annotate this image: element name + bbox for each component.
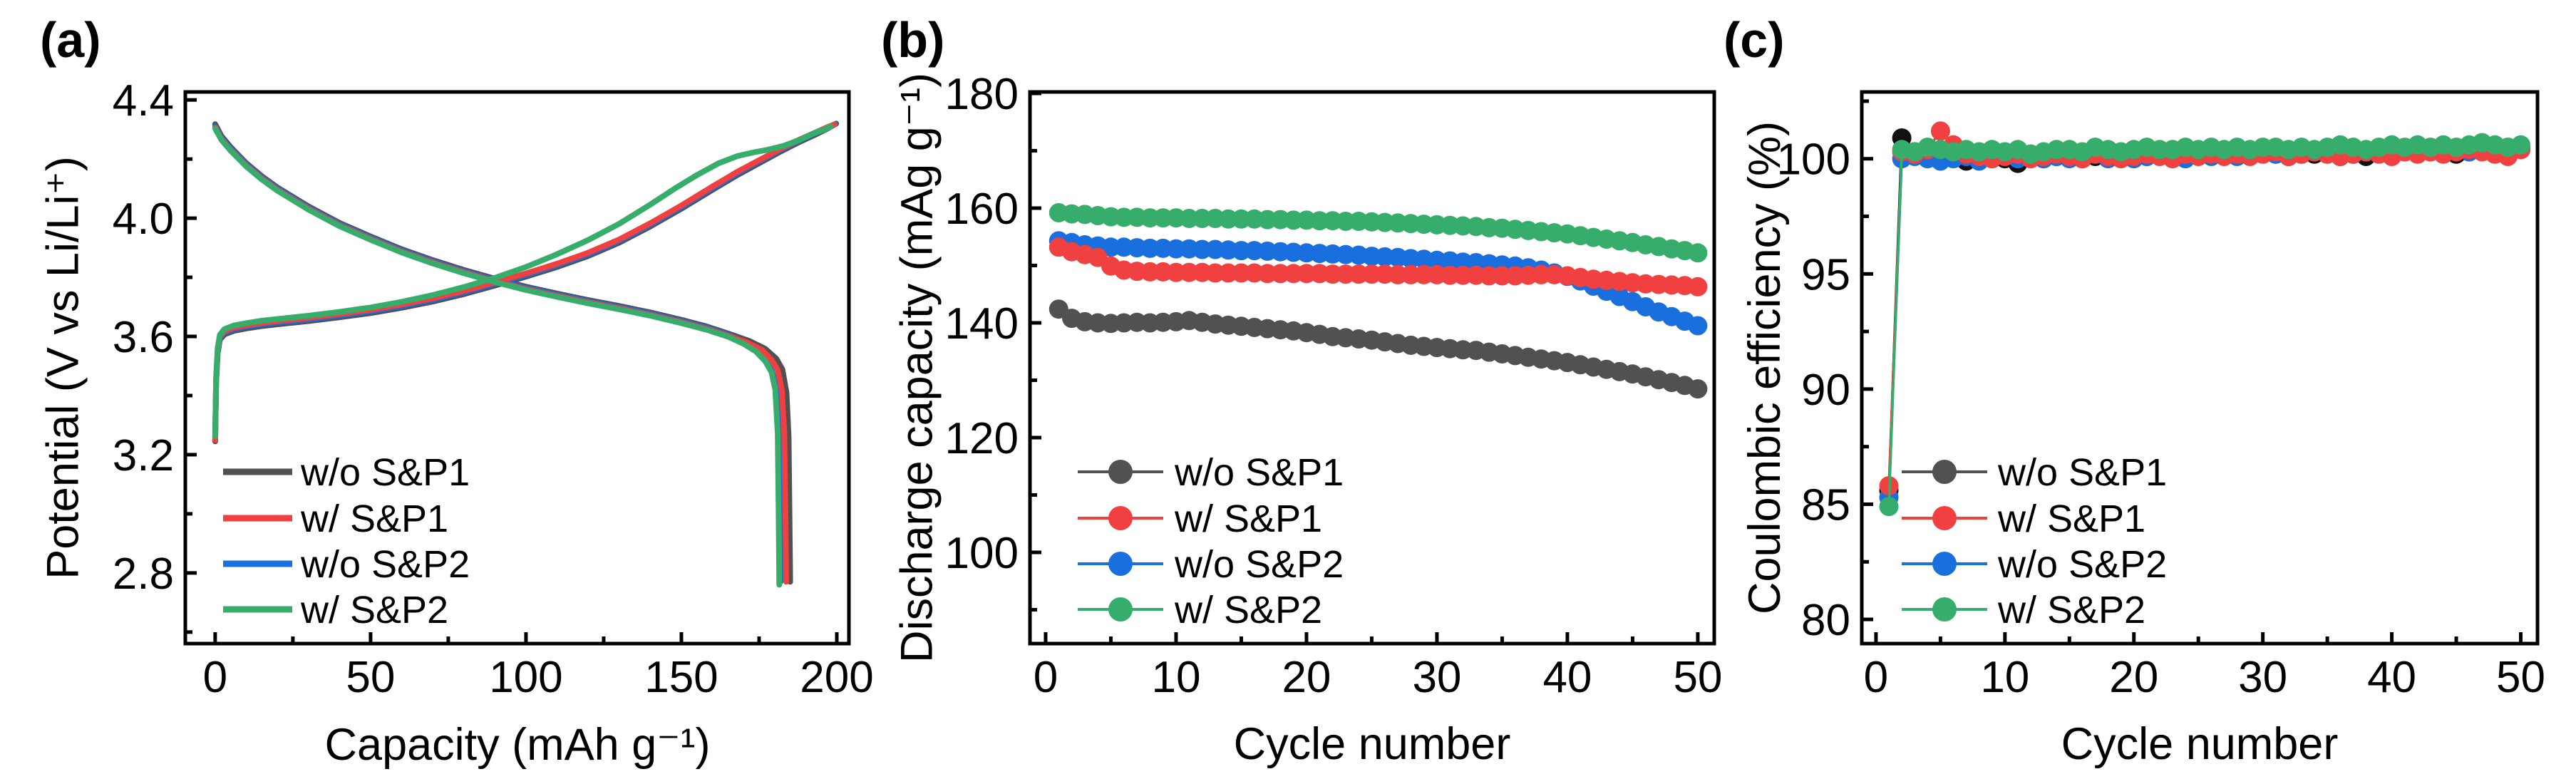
y-tick-label: 3.6 bbox=[113, 313, 174, 362]
data-point-marker bbox=[1930, 121, 1950, 141]
legend-swatch-marker bbox=[1932, 552, 1957, 576]
legend-label: w/o S&P1 bbox=[1997, 451, 2167, 494]
legend-label: w/o S&P1 bbox=[1174, 451, 1344, 494]
legend-label: w/o S&P2 bbox=[300, 543, 470, 586]
legend-label: w/ S&P1 bbox=[1997, 497, 2145, 540]
y-tick-label: 3.2 bbox=[113, 431, 174, 480]
axis-frame bbox=[1028, 90, 1716, 646]
data-point-marker bbox=[1688, 316, 1708, 336]
x-tick-label: 10 bbox=[1980, 653, 2029, 702]
axis-frame bbox=[183, 90, 851, 646]
series-line bbox=[212, 123, 834, 440]
x-tick-label: 0 bbox=[1034, 653, 1058, 702]
data-point-marker bbox=[2511, 135, 2530, 155]
panel-b-letter: (b) bbox=[881, 12, 945, 68]
legend-swatch-marker bbox=[1932, 597, 1957, 621]
x-tick-label: 40 bbox=[2367, 653, 2416, 702]
legend-label: w/o S&P1 bbox=[300, 451, 470, 494]
y-tick-label: 100 bbox=[945, 529, 1019, 578]
x-tick-label: 50 bbox=[2496, 653, 2545, 702]
series-line bbox=[212, 125, 783, 588]
x-tick-label: 50 bbox=[1673, 653, 1722, 702]
x-tick-label: 10 bbox=[1151, 653, 1200, 702]
panel-c: 0 10 20 30 40 50 80 85 90 95 100 w/o S&P1w/ S&P1w/o… bbox=[1777, 90, 2545, 702]
panel-c-letter: (c) bbox=[1724, 12, 1785, 68]
legend-swatch-marker bbox=[1108, 597, 1133, 621]
y-tick-label: 4.0 bbox=[113, 195, 174, 244]
x-tick-label: 50 bbox=[346, 653, 395, 702]
y-tick-label: 4.4 bbox=[113, 76, 174, 125]
y-tick-label: 90 bbox=[1801, 366, 1850, 415]
legend-swatch-marker bbox=[1108, 552, 1133, 576]
y-tick-label: 95 bbox=[1801, 250, 1850, 299]
x-tick-label: 0 bbox=[1864, 653, 1888, 702]
legend-label: w/o S&P2 bbox=[1997, 543, 2167, 586]
y-tick-label: 100 bbox=[1777, 135, 1850, 185]
series-line bbox=[1887, 141, 2523, 508]
y-tick-label: 120 bbox=[945, 414, 1019, 463]
x-tick-label: 100 bbox=[489, 653, 562, 702]
series-line bbox=[1887, 145, 2523, 499]
legend-label: w/ S&P1 bbox=[300, 497, 448, 540]
panel-a-x-axis-title: Capacity (mAh g⁻¹) bbox=[324, 720, 711, 770]
legend-swatch-marker bbox=[1108, 506, 1133, 530]
x-tick-label: 200 bbox=[800, 653, 873, 702]
legend-swatch-marker bbox=[1932, 506, 1957, 530]
data-point-marker bbox=[1688, 379, 1708, 399]
legend-label: w/ S&P2 bbox=[1997, 589, 2145, 631]
legend-swatch-marker bbox=[1932, 460, 1957, 484]
x-tick-label: 0 bbox=[203, 653, 227, 702]
y-tick-label: 2.8 bbox=[113, 550, 174, 599]
series-line bbox=[1887, 136, 2523, 492]
y-tick-label: 85 bbox=[1801, 480, 1850, 530]
panel-a-y-axis-title: Potential (V vs Li/Li⁺) bbox=[38, 156, 88, 579]
panel-c-x-axis-title: Cycle number bbox=[2061, 719, 2339, 769]
y-tick-label: 160 bbox=[945, 185, 1019, 234]
series-line bbox=[212, 121, 838, 443]
panel-c-y-axis-title: Coulombic efficiency (%) bbox=[1740, 120, 1790, 615]
y-tick-label: 80 bbox=[1801, 596, 1850, 645]
x-tick-label: 20 bbox=[1282, 653, 1331, 702]
panel-b-y-axis-title: Discharge capacity (mAg g⁻¹) bbox=[892, 72, 942, 664]
legend-label: w/ S&P1 bbox=[1174, 497, 1322, 540]
x-tick-label: 30 bbox=[1412, 653, 1461, 702]
x-tick-label: 30 bbox=[2238, 653, 2287, 702]
y-tick-label: 180 bbox=[945, 70, 1019, 119]
legend-swatch-marker bbox=[1108, 460, 1133, 484]
x-tick-label: 150 bbox=[644, 653, 718, 702]
x-tick-label: 40 bbox=[1542, 653, 1592, 702]
legend-label: w/ S&P2 bbox=[1174, 589, 1322, 631]
data-point-marker bbox=[1688, 277, 1708, 296]
data-point-marker bbox=[1879, 497, 1899, 517]
axis-frame bbox=[1860, 90, 2540, 646]
legend-label: w/o S&P2 bbox=[1174, 543, 1344, 586]
panel-b-x-axis-title: Cycle number bbox=[1233, 719, 1511, 769]
x-tick-label: 20 bbox=[2109, 653, 2158, 702]
legend-label: w/ S&P2 bbox=[300, 589, 448, 631]
y-tick-label: 140 bbox=[945, 299, 1019, 349]
series-line bbox=[1887, 130, 2523, 488]
data-point-marker bbox=[1688, 243, 1708, 263]
panel-a-letter: (a) bbox=[40, 12, 101, 68]
